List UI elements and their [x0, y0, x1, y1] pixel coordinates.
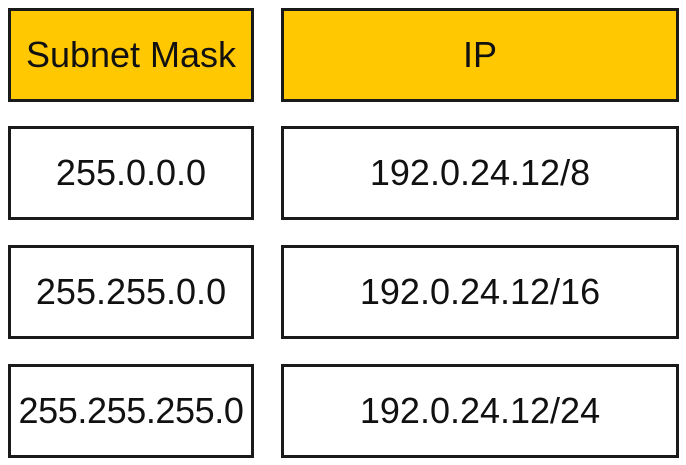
header-ip: IP	[281, 8, 679, 102]
row-1-ip: 192.0.24.12/8	[281, 126, 679, 220]
row-3-ip-value: 192.0.24.12/24	[359, 390, 601, 431]
row-3-subnet-mask: 255.255.255.0	[8, 364, 254, 458]
row-2-ip-value: 192.0.24.12/16	[359, 271, 601, 312]
row-1-subnet-mask-value: 255.0.0.0	[55, 152, 207, 193]
row-2-ip: 192.0.24.12/16	[281, 245, 679, 339]
row-2-subnet-mask: 255.255.0.0	[8, 245, 254, 339]
row-3-ip: 192.0.24.12/24	[281, 364, 679, 458]
header-subnet-mask: Subnet Mask	[8, 8, 254, 102]
row-2-subnet-mask-value: 255.255.0.0	[35, 271, 227, 312]
row-3-subnet-mask-value: 255.255.255.0	[18, 390, 244, 431]
header-ip-label: IP	[462, 34, 497, 75]
row-1-subnet-mask: 255.0.0.0	[8, 126, 254, 220]
header-subnet-mask-label: Subnet Mask	[25, 34, 237, 75]
row-1-ip-value: 192.0.24.12/8	[369, 152, 591, 193]
